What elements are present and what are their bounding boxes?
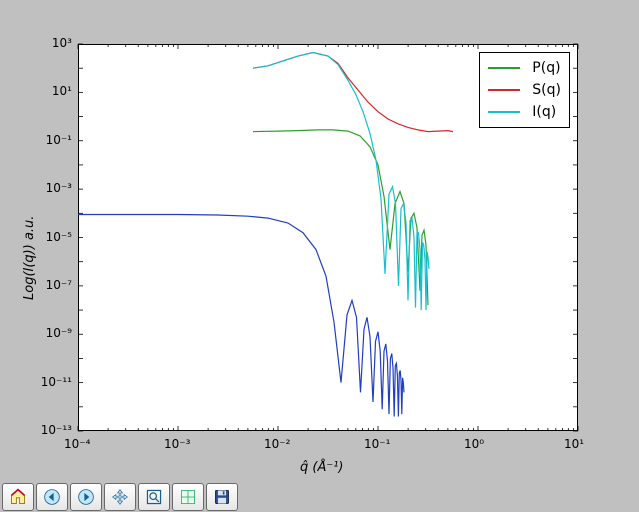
y-tick-label: 10⁻¹ [46, 133, 72, 147]
legend-label: P(q) [532, 60, 560, 76]
config-icon [179, 488, 197, 506]
zoom-icon [145, 488, 163, 506]
legend-swatch [488, 111, 520, 113]
series-blue [78, 215, 404, 417]
y-tick-label: 10⁻⁵ [46, 230, 72, 244]
home-icon [9, 488, 27, 506]
x-tick-label: 10⁻³ [164, 437, 190, 451]
y-tick-label: 10⁻¹¹ [41, 375, 72, 389]
x-tick-label: 10⁰ [464, 437, 484, 451]
back-button[interactable] [36, 483, 68, 511]
legend: P(q) S(q) I(q) [479, 52, 570, 128]
x-tick-label: 10¹ [564, 437, 584, 451]
legend-item: S(q) [488, 79, 561, 101]
y-tick-label: 10⁻³ [46, 181, 72, 195]
legend-item: I(q) [488, 101, 561, 123]
subplots-button[interactable] [172, 483, 204, 511]
pan-icon [111, 488, 129, 506]
y-tick-label: 10⁻⁷ [46, 278, 72, 292]
legend-swatch [488, 89, 520, 91]
legend-label: S(q) [532, 82, 561, 98]
legend-label: I(q) [532, 104, 556, 120]
home-button[interactable] [2, 483, 34, 511]
x-tick-label: 10⁻¹ [364, 437, 390, 451]
y-axis-label: Log(I(q)) a.u. [22, 216, 37, 300]
legend-item: P(q) [488, 57, 561, 79]
legend-swatch [488, 67, 520, 69]
save-icon [213, 488, 231, 506]
y-tick-label: 10⁻¹³ [41, 423, 72, 437]
toolbar [2, 483, 238, 511]
back-icon [43, 488, 61, 506]
y-tick-label: 10³ [52, 36, 72, 50]
zoom-button[interactable] [138, 483, 170, 511]
figure-canvas: Log(I(q)) a.u. q̂ (Å⁻¹) P(q) S(q) I(q) 10⁻… [0, 0, 639, 483]
series-Pq [253, 130, 428, 305]
x-tick-label: 10⁻² [264, 437, 290, 451]
x-axis-label: q̂ (Å⁻¹) [300, 460, 344, 475]
pan-button[interactable] [104, 483, 136, 511]
forward-icon [77, 488, 95, 506]
save-button[interactable] [206, 483, 238, 511]
y-tick-label: 10¹ [52, 84, 72, 98]
y-tick-label: 10⁻⁹ [46, 326, 72, 340]
forward-button[interactable] [70, 483, 102, 511]
series-Iq [253, 53, 429, 311]
series-Sq [253, 53, 453, 132]
x-tick-label: 10⁻⁴ [64, 437, 90, 451]
